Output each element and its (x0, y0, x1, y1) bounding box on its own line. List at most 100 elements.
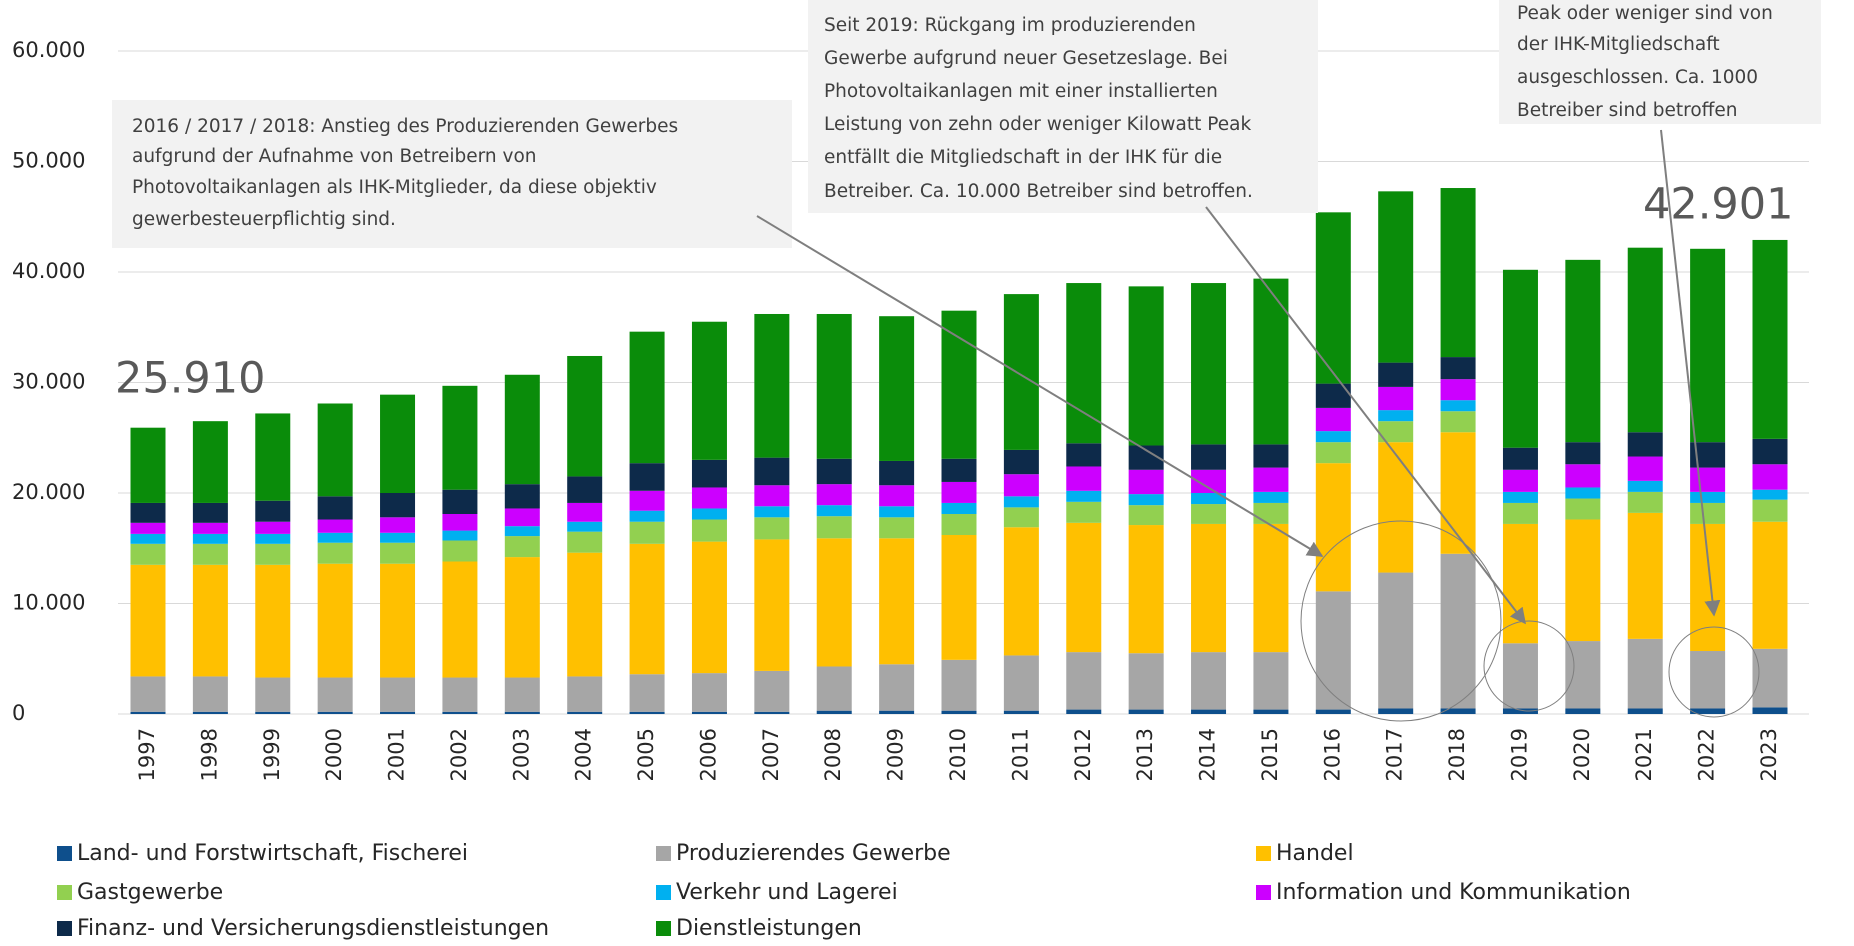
bar-segment (1066, 443, 1102, 467)
bar-segment (816, 538, 852, 667)
bar-segment (1440, 432, 1476, 554)
bar-segment (1128, 469, 1164, 495)
bar-segment (504, 557, 540, 678)
callout-text: Photovoltaikanlagen als IHK-Mitglieder, … (132, 177, 657, 198)
bar-segment (380, 563, 416, 678)
bar-segment (1003, 655, 1039, 711)
callout-text: Betreiber sind betroffen (1517, 100, 1738, 121)
legend-label: Verkehr und Lagerei (676, 880, 898, 905)
bar-segment (192, 522, 228, 534)
bar-segment (317, 519, 353, 533)
bar-segment (1627, 480, 1663, 492)
bar-segment (130, 502, 166, 523)
bar-segment (192, 502, 228, 523)
bar-segment (130, 564, 166, 677)
bar-segment (1315, 709, 1351, 714)
bar-segment (504, 374, 540, 485)
callout-text: Seit 2019: Rückgang im produzierenden (824, 15, 1196, 36)
callout-text: Leistung von zehn oder weniger Kilowatt … (824, 114, 1251, 135)
bar-segment (380, 394, 416, 493)
y-tick-label: 60.000 (12, 38, 85, 62)
bar-segment (754, 711, 790, 714)
x-tick-label: 2014 (1196, 728, 1220, 781)
bar-segment (255, 413, 291, 501)
total-label: 42.901 (1643, 180, 1793, 230)
bar-segment (1003, 294, 1039, 450)
bar-segment (1191, 469, 1227, 493)
bar-segment (1378, 191, 1414, 363)
bar-segment (317, 532, 353, 543)
bar-segment (941, 534, 977, 660)
bar-segment (879, 538, 915, 665)
legend-label: Information und Kommunikation (1276, 880, 1631, 905)
bar-segment (1128, 709, 1164, 714)
bar-segment (380, 711, 416, 714)
bar-segment (1565, 259, 1601, 443)
bar-segment (1690, 248, 1726, 443)
bar-segment (1752, 489, 1788, 500)
bar-segment (130, 543, 166, 565)
y-tick-label: 50.000 (12, 149, 85, 173)
bar-segment (1440, 553, 1476, 709)
bar-segment (1191, 652, 1227, 710)
bar-segment (1003, 449, 1039, 475)
callout-box (112, 100, 792, 248)
legend-swatch (57, 885, 72, 900)
bar-segment (255, 677, 291, 712)
bar-segment (816, 458, 852, 485)
bar-segment (1752, 438, 1788, 465)
bar-segment (192, 421, 228, 503)
x-tick-label: 2004 (572, 728, 596, 781)
legend-label: Produzierendes Gewerbe (676, 841, 951, 866)
bar-segment (317, 711, 353, 714)
total-label: 25.910 (115, 354, 265, 404)
bar-segment (567, 552, 603, 677)
bar-segment (1690, 502, 1726, 524)
bar-segment (380, 532, 416, 543)
callout-text: Photovoltaikanlagen mit einer installier… (824, 81, 1218, 102)
bar-segment (380, 517, 416, 533)
callout-text: der IHK-Mitgliedschaft (1517, 34, 1720, 55)
x-tick-label: 2005 (634, 728, 658, 781)
bar-segment (192, 533, 228, 544)
x-tick-label: 2018 (1445, 728, 1469, 781)
legend-label: Land- und Forstwirtschaft, Fischerei (77, 841, 468, 866)
bar-segment (1752, 239, 1788, 439)
x-tick-label: 2007 (759, 728, 783, 781)
bar-segment (1378, 362, 1414, 387)
bar-segment (941, 710, 977, 714)
bar-segment (1003, 527, 1039, 656)
bar-segment (1440, 708, 1476, 714)
callout-text: ausgeschlossen. Ca. 1000 (1517, 67, 1758, 88)
bar-segment (754, 506, 790, 518)
legend-label: Finanz- und Versicherungsdienstleistunge… (77, 916, 549, 941)
bar-segment (130, 676, 166, 712)
x-tick-label: 2008 (821, 728, 845, 781)
bar-segment (1315, 431, 1351, 443)
bar-segment (567, 476, 603, 503)
bar-segment (691, 541, 727, 674)
bar-segment (1066, 709, 1102, 714)
bar-segment (1627, 638, 1663, 709)
bar-segment (1128, 653, 1164, 710)
highlight-circle (1300, 520, 1502, 722)
bar-segment (504, 526, 540, 537)
bar-segment (1752, 707, 1788, 714)
bar-segment (380, 493, 416, 518)
bar-segment (1191, 709, 1227, 714)
bar-segment (816, 505, 852, 517)
bar-segment (754, 539, 790, 671)
bar-segment (255, 521, 291, 534)
bar-segment (1315, 442, 1351, 464)
x-tick-label: 2002 (447, 728, 471, 781)
bar-segment (1253, 467, 1289, 492)
callout-text: 2016 / 2017 / 2018: Anstieg des Produzie… (132, 116, 678, 137)
bar-segment (879, 460, 915, 486)
y-tick-label: 10.000 (12, 591, 85, 615)
bar-segment (1003, 474, 1039, 497)
bar-segment (1128, 505, 1164, 526)
bar-segment (442, 540, 478, 562)
x-tick-label: 2012 (1071, 728, 1095, 781)
x-tick-label: 2017 (1383, 728, 1407, 781)
